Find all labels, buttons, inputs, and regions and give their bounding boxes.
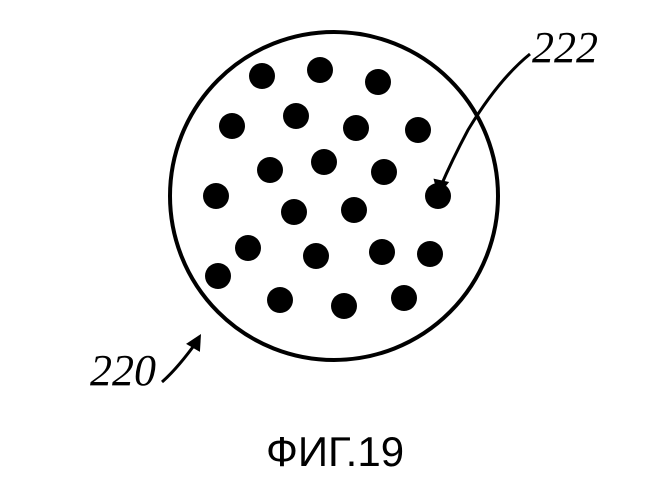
dot	[249, 63, 275, 89]
dot	[283, 103, 309, 129]
dot	[203, 183, 229, 209]
dot	[311, 149, 337, 175]
dot	[365, 69, 391, 95]
dot	[307, 57, 333, 83]
figure-caption: ФИГ.19	[266, 428, 404, 476]
dot	[235, 235, 261, 261]
dot	[205, 263, 231, 289]
dot	[417, 241, 443, 267]
dot	[369, 239, 395, 265]
figure-svg	[0, 0, 670, 500]
dot	[331, 293, 357, 319]
dot	[303, 243, 329, 269]
dot	[257, 157, 283, 183]
dot	[219, 113, 245, 139]
dot	[341, 197, 367, 223]
dot	[281, 199, 307, 225]
dot	[371, 159, 397, 185]
label-220: 220	[90, 345, 156, 396]
dot	[391, 285, 417, 311]
pointer-220	[162, 334, 201, 382]
dot	[267, 287, 293, 313]
dot	[343, 115, 369, 141]
dot	[405, 117, 431, 143]
label-222: 222	[532, 22, 598, 73]
